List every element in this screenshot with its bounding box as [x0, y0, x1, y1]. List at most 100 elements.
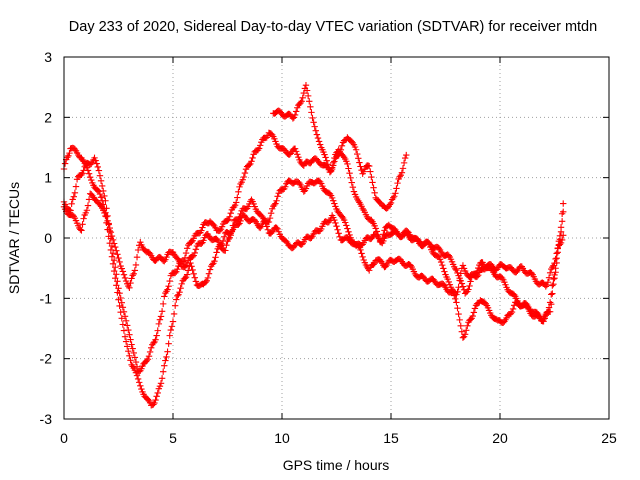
- data-point: [453, 299, 460, 306]
- data-point: [183, 271, 191, 278]
- data-point: [227, 230, 234, 237]
- data-point: [83, 207, 91, 214]
- data-point: [144, 396, 152, 403]
- data-point: [112, 274, 119, 282]
- data-point: [81, 163, 88, 170]
- data-point: [459, 334, 467, 341]
- data-point: [69, 196, 76, 203]
- data-point: [190, 270, 197, 277]
- data-point: [541, 315, 548, 322]
- data-point: [104, 226, 111, 233]
- data-point: [112, 243, 119, 251]
- data-point: [306, 98, 313, 105]
- data-point: [181, 263, 189, 271]
- data-point: [133, 254, 141, 261]
- data-point: [113, 247, 120, 254]
- data-point: [212, 254, 219, 261]
- data-point: [101, 209, 108, 217]
- data-point: [158, 308, 166, 315]
- data-point: [467, 316, 474, 323]
- data-point: [313, 156, 321, 163]
- data-point: [540, 318, 547, 325]
- data-point: [343, 158, 350, 165]
- data-point: [96, 190, 104, 198]
- data-point: [372, 225, 379, 232]
- data-point: [125, 326, 132, 334]
- data-point: [117, 308, 124, 316]
- data-point: [291, 111, 299, 119]
- data-point: [80, 167, 87, 174]
- data-point: [470, 309, 478, 316]
- data-point: [542, 283, 549, 290]
- data-point: [264, 226, 272, 233]
- data-point: [129, 272, 136, 279]
- data-point: [152, 396, 159, 404]
- data-point: [338, 213, 346, 220]
- data-point: [79, 170, 86, 177]
- data-point: [543, 281, 551, 289]
- data-point: [124, 343, 131, 350]
- chart-title: Day 233 of 2020, Sidereal Day-to-day VTE…: [69, 19, 597, 35]
- y-tick-label: 3: [44, 49, 52, 65]
- data-point: [448, 286, 456, 294]
- series-track-4: [270, 82, 410, 212]
- data-point: [389, 194, 397, 202]
- data-point: [336, 233, 343, 240]
- data-point: [351, 143, 359, 151]
- data-point: [118, 265, 125, 272]
- data-point: [167, 326, 175, 334]
- data-point: [331, 158, 338, 165]
- data-point: [346, 231, 353, 239]
- data-point: [528, 270, 535, 277]
- data-point: [128, 275, 135, 282]
- data-point: [557, 228, 565, 236]
- data-point: [349, 183, 357, 191]
- data-point: [401, 154, 409, 162]
- data-point: [165, 340, 172, 347]
- data-point: [249, 154, 256, 162]
- data-point: [556, 236, 564, 243]
- data-point: [545, 274, 553, 281]
- data-point: [452, 295, 459, 303]
- data-point: [370, 261, 377, 268]
- data-point: [302, 82, 310, 89]
- data-point: [551, 274, 558, 282]
- data-point: [315, 138, 323, 145]
- data-point: [85, 196, 93, 203]
- x-tick-labels: 0 5 10 15 20 25: [60, 430, 617, 446]
- data-point: [136, 379, 143, 386]
- data-point: [465, 286, 472, 293]
- data-point: [168, 323, 176, 330]
- axis-ticks: [63, 56, 610, 420]
- data-point: [120, 327, 128, 334]
- data-point: [64, 154, 71, 161]
- data-point: [368, 235, 375, 242]
- data-point: [192, 278, 200, 285]
- data-point: [162, 357, 169, 364]
- data-point: [272, 200, 279, 207]
- data-point: [267, 229, 275, 237]
- data-point: [183, 245, 191, 252]
- x-tick-label: 20: [492, 430, 508, 446]
- data-point: [310, 119, 317, 126]
- data-point: [126, 331, 133, 338]
- data-point: [131, 354, 139, 361]
- data-point: [191, 274, 198, 281]
- data-point: [241, 169, 249, 177]
- data-point: [161, 293, 168, 300]
- series-track-3: [60, 177, 567, 409]
- data-point: [386, 201, 394, 208]
- data-point: [221, 233, 228, 240]
- data-point: [239, 176, 246, 183]
- data-point: [396, 173, 403, 180]
- data-point: [150, 401, 157, 408]
- data-point: [368, 173, 375, 181]
- data-point: [202, 278, 209, 286]
- data-point: [369, 179, 376, 186]
- data-point: [166, 332, 173, 339]
- data-point: [371, 189, 378, 197]
- data-point: [548, 300, 555, 308]
- data-point: [166, 277, 173, 285]
- data-point: [330, 162, 337, 169]
- data-point: [205, 270, 213, 277]
